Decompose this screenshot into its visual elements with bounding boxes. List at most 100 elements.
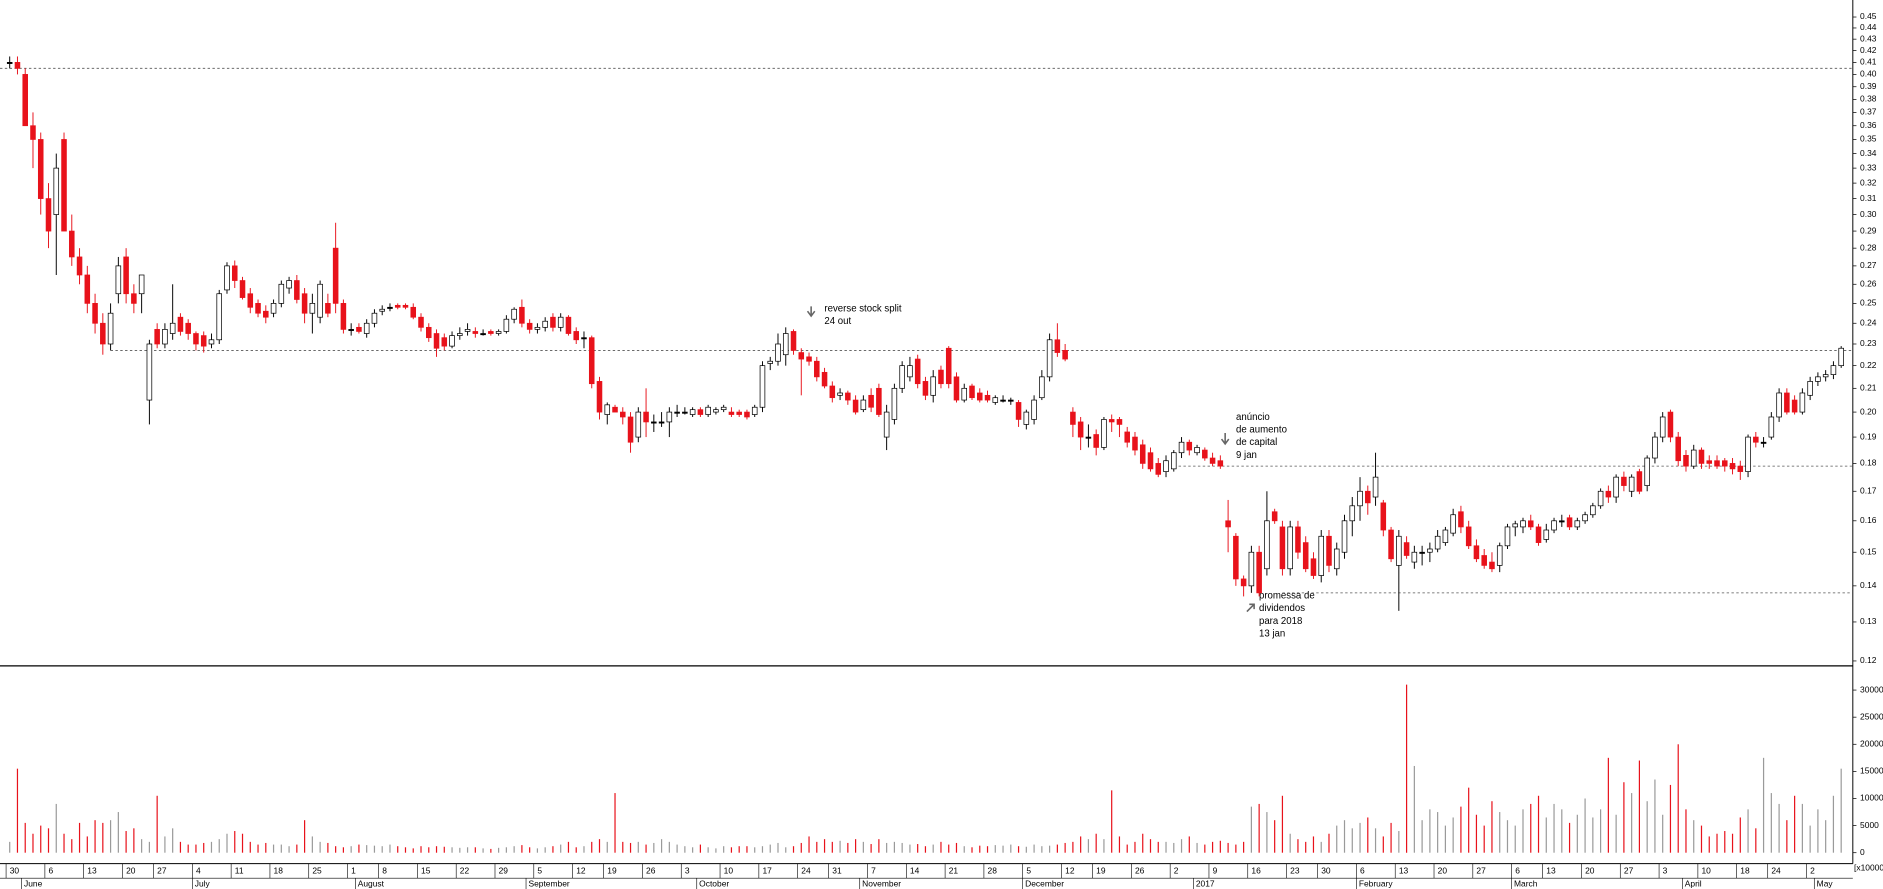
candle-body <box>69 230 75 258</box>
x-tick-label: 9 <box>1213 866 1218 876</box>
candle-body <box>154 329 160 345</box>
x-tick-label: 18 <box>274 866 284 876</box>
candle-body <box>938 369 944 385</box>
y-tick-label: 0.36 <box>1860 120 1877 130</box>
candle-body <box>689 409 696 415</box>
candle-body <box>1380 502 1387 531</box>
candle-body <box>751 406 758 415</box>
candle-body <box>294 280 300 300</box>
volume-unit: [x10000] <box>1854 863 1883 873</box>
y-tick-label: 0.30 <box>1860 209 1877 219</box>
candle-body <box>1667 411 1674 438</box>
y-tick-label: 0.24 <box>1860 318 1877 328</box>
candle-body <box>720 406 727 411</box>
x-tick-label: 13 <box>1546 866 1556 876</box>
volume-tick-label: 0 <box>1860 847 1865 857</box>
candle-body <box>1240 578 1247 587</box>
candle-body <box>1465 526 1472 547</box>
candle-body <box>744 411 750 418</box>
candle-body <box>1652 436 1658 459</box>
y-tick-label: 0.12 <box>1860 655 1877 665</box>
candle-body <box>1186 441 1193 451</box>
volume-tick-label: 10000 <box>1860 793 1883 803</box>
candle-body <box>1302 542 1309 570</box>
candle-body <box>1520 520 1526 528</box>
candle-body <box>1008 399 1014 402</box>
y-tick-label: 0.14 <box>1860 580 1877 590</box>
candle-body <box>627 416 634 443</box>
candle-body <box>426 326 432 339</box>
candle-body <box>1644 457 1650 486</box>
y-tick-label: 0.42 <box>1860 45 1877 55</box>
candle-body <box>1830 365 1837 375</box>
candle-body <box>255 303 261 314</box>
candle-body <box>1574 520 1581 528</box>
candle-body <box>61 139 67 232</box>
candle-body <box>1349 505 1356 522</box>
x-tick-label: 7 <box>871 866 876 876</box>
candle-body <box>1217 460 1224 467</box>
y-tick-label: 0.28 <box>1860 242 1877 252</box>
candle-body <box>200 335 207 347</box>
candle-body <box>1279 526 1286 570</box>
x-tick-label: 25 <box>312 866 322 876</box>
candle-body <box>1419 551 1425 554</box>
candle-body <box>1171 452 1177 470</box>
candle-body <box>534 326 541 330</box>
x-tick-label: 2 <box>1174 866 1179 876</box>
candle-body <box>643 411 649 423</box>
candle-body <box>1031 399 1037 420</box>
candle-body <box>775 343 781 362</box>
candle-body <box>759 365 766 408</box>
candle-body <box>1582 514 1588 522</box>
candle-body <box>1124 431 1130 443</box>
candle-body <box>1760 441 1767 444</box>
y-tick-label: 0.16 <box>1860 515 1877 525</box>
annotation-text: dividendos <box>1259 603 1305 614</box>
annotation-arrow <box>1246 603 1255 613</box>
y-tick-label: 0.37 <box>1860 107 1877 117</box>
candle-body <box>1046 339 1053 378</box>
annotation-text: 9 jan <box>1236 450 1257 461</box>
candle-body <box>115 265 122 295</box>
candle-body <box>767 360 773 364</box>
candle-body <box>45 198 52 232</box>
candle-body <box>356 326 362 332</box>
x-tick-label: 6 <box>1515 866 1520 876</box>
candle-body <box>876 387 882 415</box>
candle-body <box>713 409 719 413</box>
candle-body <box>208 339 215 345</box>
candle-body <box>131 293 137 304</box>
candle-body <box>682 411 688 414</box>
candle-body <box>1233 535 1239 580</box>
candle-body <box>1000 399 1006 402</box>
candle-body <box>697 409 704 415</box>
candle-body <box>216 293 223 341</box>
candle-body <box>798 352 805 360</box>
y-tick-label: 0.20 <box>1860 406 1877 416</box>
candle-body <box>301 293 308 314</box>
x-tick-label: 3 <box>1663 866 1668 876</box>
candle-body <box>511 308 517 320</box>
candle-body <box>728 411 735 415</box>
candle-body <box>550 316 556 328</box>
candle-body <box>604 404 611 415</box>
volume-tick-label: 20000 <box>1860 739 1883 749</box>
candle-body <box>1388 529 1394 560</box>
candle-body <box>379 308 385 312</box>
candle-body <box>123 256 129 295</box>
candle-body <box>332 247 339 304</box>
x-tick-label: 31 <box>832 866 842 876</box>
month-label: May <box>1817 878 1834 888</box>
x-tick-label: 29 <box>499 866 509 876</box>
x-tick-label: 3 <box>685 866 690 876</box>
y-tick-label: 0.32 <box>1860 177 1877 187</box>
y-tick-label: 0.34 <box>1860 148 1877 158</box>
x-tick-label: 5 <box>537 866 542 876</box>
candle-body <box>325 303 331 314</box>
candle-body <box>1163 460 1169 472</box>
candle-body <box>1799 392 1806 413</box>
candle-body <box>1675 436 1681 462</box>
x-tick-label: 28 <box>988 866 998 876</box>
